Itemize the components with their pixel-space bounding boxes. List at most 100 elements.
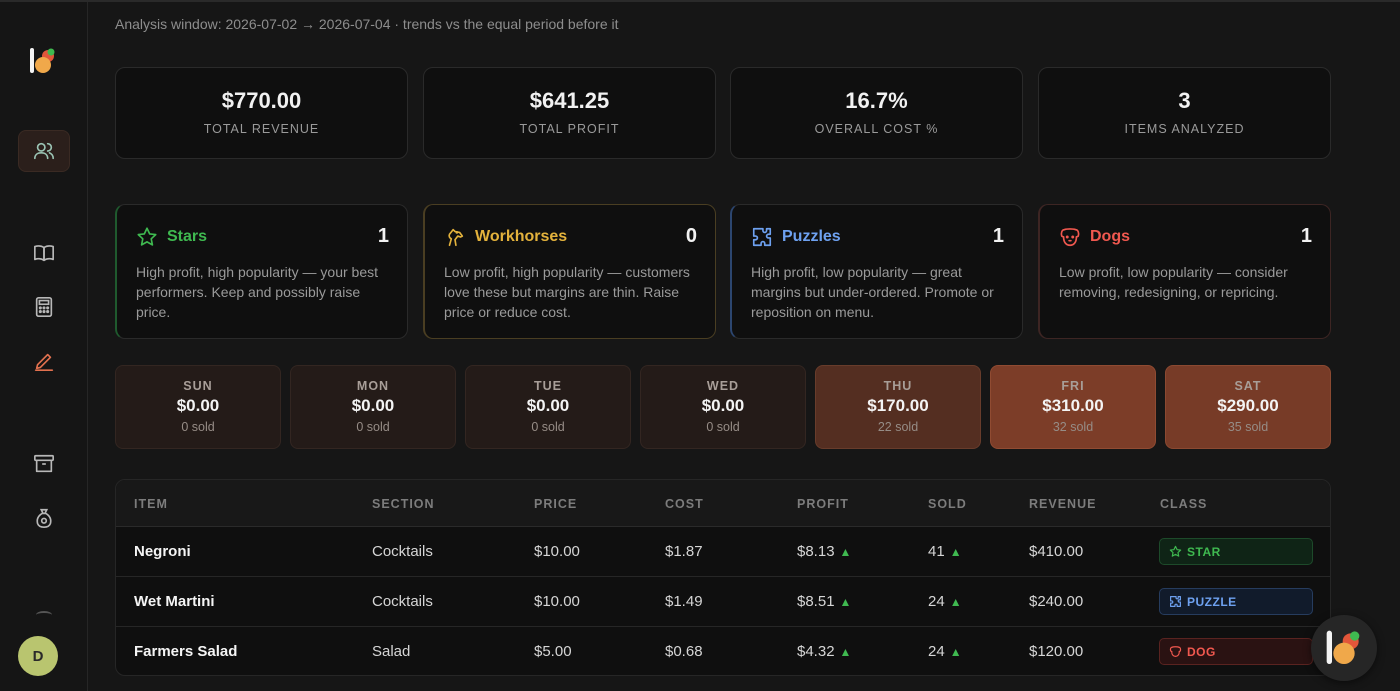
profit-value: $8.13 — [797, 543, 835, 560]
money-bag-icon — [36, 508, 52, 528]
class-card-workhorses[interactable]: Workhorses 0 Low profit, high popularity… — [423, 204, 716, 339]
class-name: Puzzles — [782, 227, 841, 245]
class-card-stars[interactable]: Stars 1 High profit, high popularity — y… — [115, 204, 408, 339]
cell-cost: $0.68 — [665, 643, 703, 660]
stat-card-items-analyzed: 3 ITEMS ANALYZED — [1038, 67, 1331, 159]
cell-cost: $1.87 — [665, 543, 703, 560]
column-header[interactable]: REVENUE — [1029, 497, 1097, 511]
cell-price: $5.00 — [534, 643, 572, 660]
cell-cost: $1.49 — [665, 593, 703, 610]
trend-up-icon: ▲ — [839, 645, 852, 659]
day-name: SAT — [1234, 379, 1262, 393]
calculator-icon — [35, 297, 53, 317]
day-revenue: $290.00 — [1217, 396, 1279, 415]
stat-card-total-revenue: $770.00 TOTAL REVENUE — [115, 67, 408, 159]
puzzle-icon — [752, 227, 772, 246]
day-name: THU — [883, 379, 913, 393]
badge-label: PUZZLE — [1187, 594, 1237, 609]
cell-profit: $4.32 ▲ — [797, 643, 851, 660]
day-revenue: $0.00 — [176, 396, 220, 415]
cell-revenue: $410.00 — [1029, 543, 1084, 560]
column-header[interactable]: CLASS — [1160, 497, 1208, 511]
stat-label: TOTAL PROFIT — [519, 122, 620, 136]
stat-card-total-profit: $641.25 TOTAL PROFIT — [423, 67, 716, 159]
badge-label: DOG — [1187, 644, 1216, 659]
dog-icon — [1060, 227, 1080, 246]
class-card-dogs[interactable]: Dogs 1 Low profit, low popularity — cons… — [1038, 204, 1331, 339]
day-sold: 0 sold — [531, 420, 565, 434]
trend-up-icon: ▲ — [839, 545, 852, 559]
cell-profit: $8.13 ▲ — [797, 543, 851, 560]
cell-profit: $8.51 ▲ — [797, 593, 851, 610]
class-description: High profit, high popularity — your best… — [136, 264, 379, 320]
cell-price: $10.00 — [534, 543, 580, 560]
column-header[interactable]: PROFIT — [797, 497, 849, 511]
trend-up-icon: ▲ — [949, 545, 962, 559]
stat-value: 3 — [1178, 88, 1191, 113]
class-name: Dogs — [1090, 227, 1130, 245]
day-card-sat: SAT $290.00 35 sold — [1165, 365, 1331, 449]
cell-sold: 41 ▲ — [928, 543, 962, 560]
class-count: 1 — [1300, 225, 1312, 247]
book-icon — [34, 245, 54, 262]
cell-section: Salad — [372, 643, 411, 660]
archive-box-icon — [34, 454, 54, 473]
profit-value: $8.51 — [797, 593, 835, 610]
trend-up-icon: ▲ — [949, 595, 962, 609]
table-row[interactable]: Negroni Cocktails $10.00 $1.87 $8.13 ▲ 41… — [116, 527, 1330, 577]
stat-label: ITEMS ANALYZED — [1124, 122, 1245, 136]
sold-value: 24 — [928, 643, 945, 660]
day-card-wed: WED $0.00 0 sold — [640, 365, 806, 449]
class-badge-puzzle: PUZZLE — [1159, 588, 1313, 615]
column-header[interactable]: PRICE — [534, 497, 578, 511]
day-card-thu: THU $170.00 22 sold — [815, 365, 981, 449]
stat-card-overall-cost: 16.7% OVERALL COST % — [730, 67, 1023, 159]
day-revenue: $0.00 — [526, 396, 570, 415]
nav-item-calculator[interactable] — [18, 286, 70, 328]
class-description: High profit, low popularity — great marg… — [751, 264, 994, 320]
class-description: Low profit, low popularity — consider re… — [1059, 264, 1288, 300]
nav-item-archive[interactable] — [18, 443, 70, 485]
user-avatar[interactable]: D — [18, 636, 58, 676]
trend-up-icon: ▲ — [949, 645, 962, 659]
column-header[interactable]: ITEM — [134, 497, 168, 511]
menu-items-table: ITEM SECTION PRICE COST PROFIT SOLD REVE… — [115, 479, 1331, 676]
users-icon — [34, 142, 54, 160]
sold-value: 41 — [928, 543, 945, 560]
day-card-sun: SUN $0.00 0 sold — [115, 365, 281, 449]
cell-sold: 24 ▲ — [928, 643, 962, 660]
cell-sold: 24 ▲ — [928, 593, 962, 610]
star-icon — [137, 226, 157, 246]
divider-arc — [36, 611, 52, 619]
day-name: FRI — [1061, 379, 1085, 393]
table-row[interactable]: Wet Martini Cocktails $10.00 $1.49 $8.51… — [116, 577, 1330, 627]
day-sold: 35 sold — [1227, 420, 1269, 434]
table-header: ITEM SECTION PRICE COST PROFIT SOLD REVE… — [116, 480, 1330, 527]
nav-item-money-bag[interactable] — [18, 497, 70, 539]
day-sold: 0 sold — [356, 420, 390, 434]
cell-item: Wet Martini — [134, 593, 215, 610]
sold-value: 24 — [928, 593, 945, 610]
column-header[interactable]: SOLD — [928, 497, 967, 511]
cell-price: $10.00 — [534, 593, 580, 610]
day-revenue: $0.00 — [351, 396, 395, 415]
table-row[interactable]: Farmers Salad Salad $5.00 $0.68 $4.32 ▲ 2… — [116, 627, 1330, 675]
nav-item-edit[interactable] — [18, 340, 70, 382]
day-sold: 0 sold — [181, 420, 215, 434]
column-header[interactable]: COST — [665, 497, 704, 511]
column-header[interactable]: SECTION — [372, 497, 435, 511]
class-count: 1 — [377, 225, 389, 247]
class-card-puzzles[interactable]: Puzzles 1 High profit, low popularity — … — [730, 204, 1023, 339]
class-count: 0 — [685, 225, 697, 247]
stat-label: OVERALL COST % — [814, 122, 939, 136]
assistant-fab-button[interactable] — [1311, 615, 1377, 681]
app-logo-icon[interactable] — [29, 46, 57, 76]
day-sold: 0 sold — [706, 420, 740, 434]
day-name: TUE — [534, 379, 562, 393]
main-content: Analysis window: 2026-07-02 → 2026-07-04… — [89, 2, 1400, 691]
cell-section: Cocktails — [372, 543, 433, 560]
nav-item-people[interactable] — [18, 130, 70, 172]
nav-item-menu-book[interactable] — [18, 232, 70, 274]
cell-item: Farmers Salad — [134, 643, 238, 660]
